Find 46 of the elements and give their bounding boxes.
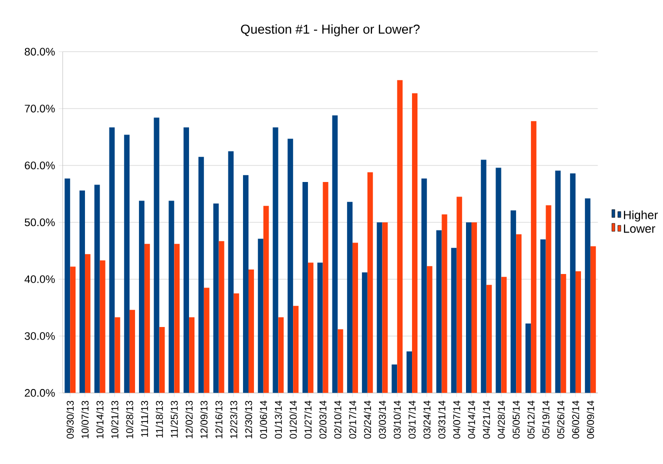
y-tick-label: 80.0% (24, 48, 55, 56)
x-tick-label: 04/28/14 (498, 400, 505, 439)
x-tick-label: 03/24/14 (423, 400, 431, 439)
y-tick-label: 70.0% (24, 104, 55, 113)
x-tick-label: 05/26/14 (557, 400, 564, 439)
y-tick-label: 40.0% (24, 276, 55, 284)
legend-label: Lower (624, 224, 656, 234)
x-tick-label: 05/05/14 (512, 400, 520, 439)
x-tick-label: 12/30/13 (244, 401, 252, 438)
x-tick-label: 05/12/14 (527, 400, 535, 439)
x-tick-label: 02/24/14 (364, 400, 372, 439)
x-tick-label: 01/06/14 (260, 400, 267, 439)
y-tick-label: 60.0% (24, 162, 55, 170)
x-tick-label: 12/09/13 (200, 401, 208, 438)
x-tick-label: 11/25/13 (170, 401, 178, 438)
x-tick-label: 03/10/14 (394, 400, 401, 439)
x-tick-label: 03/03/14 (378, 400, 386, 439)
x-tick-label: 01/27/14 (304, 400, 312, 439)
x-tick-label: 04/21/14 (482, 400, 490, 439)
x-tick-label: 04/07/14 (452, 400, 460, 439)
y-tick-label: 20.0% (24, 389, 55, 398)
x-tick-label: 06/09/14 (586, 400, 594, 439)
x-tick-label: 02/17/14 (348, 400, 356, 439)
x-tick-label: 10/07/13 (81, 401, 89, 438)
x-tick-label: 11/11/13 (140, 401, 148, 437)
x-tick-label: 04/14/14 (468, 400, 476, 439)
y-tick-label: 50.0% (24, 218, 55, 226)
x-tick-label: 02/03/14 (319, 400, 326, 439)
x-tick-label: 03/17/14 (408, 400, 416, 439)
chart-title: Question #1 - Higher or Lower? (240, 24, 420, 37)
x-tick-label: 12/16/13 (215, 401, 222, 438)
x-tick-label: 03/31/14 (438, 400, 446, 439)
x-tick-label: 10/21/13 (111, 401, 118, 438)
x-tick-label: 01/13/14 (274, 400, 282, 439)
x-tick-label: 10/28/13 (126, 401, 134, 438)
x-tick-label: 12/02/13 (185, 401, 193, 438)
x-tick-label: 11/18/13 (156, 401, 163, 438)
x-tick-label: 06/02/14 (572, 400, 580, 439)
legend-label: Higher (624, 210, 658, 222)
x-tick-label: 02/10/14 (334, 400, 342, 439)
y-tick-label: 30.0% (24, 332, 55, 340)
x-tick-label: 05/19/14 (542, 400, 550, 439)
x-tick-label: 10/14/13 (96, 401, 104, 438)
x-tick-label: 09/30/13 (66, 401, 74, 439)
x-tick-label: 01/20/14 (289, 400, 297, 439)
x-tick-label: 12/23/13 (230, 401, 238, 438)
